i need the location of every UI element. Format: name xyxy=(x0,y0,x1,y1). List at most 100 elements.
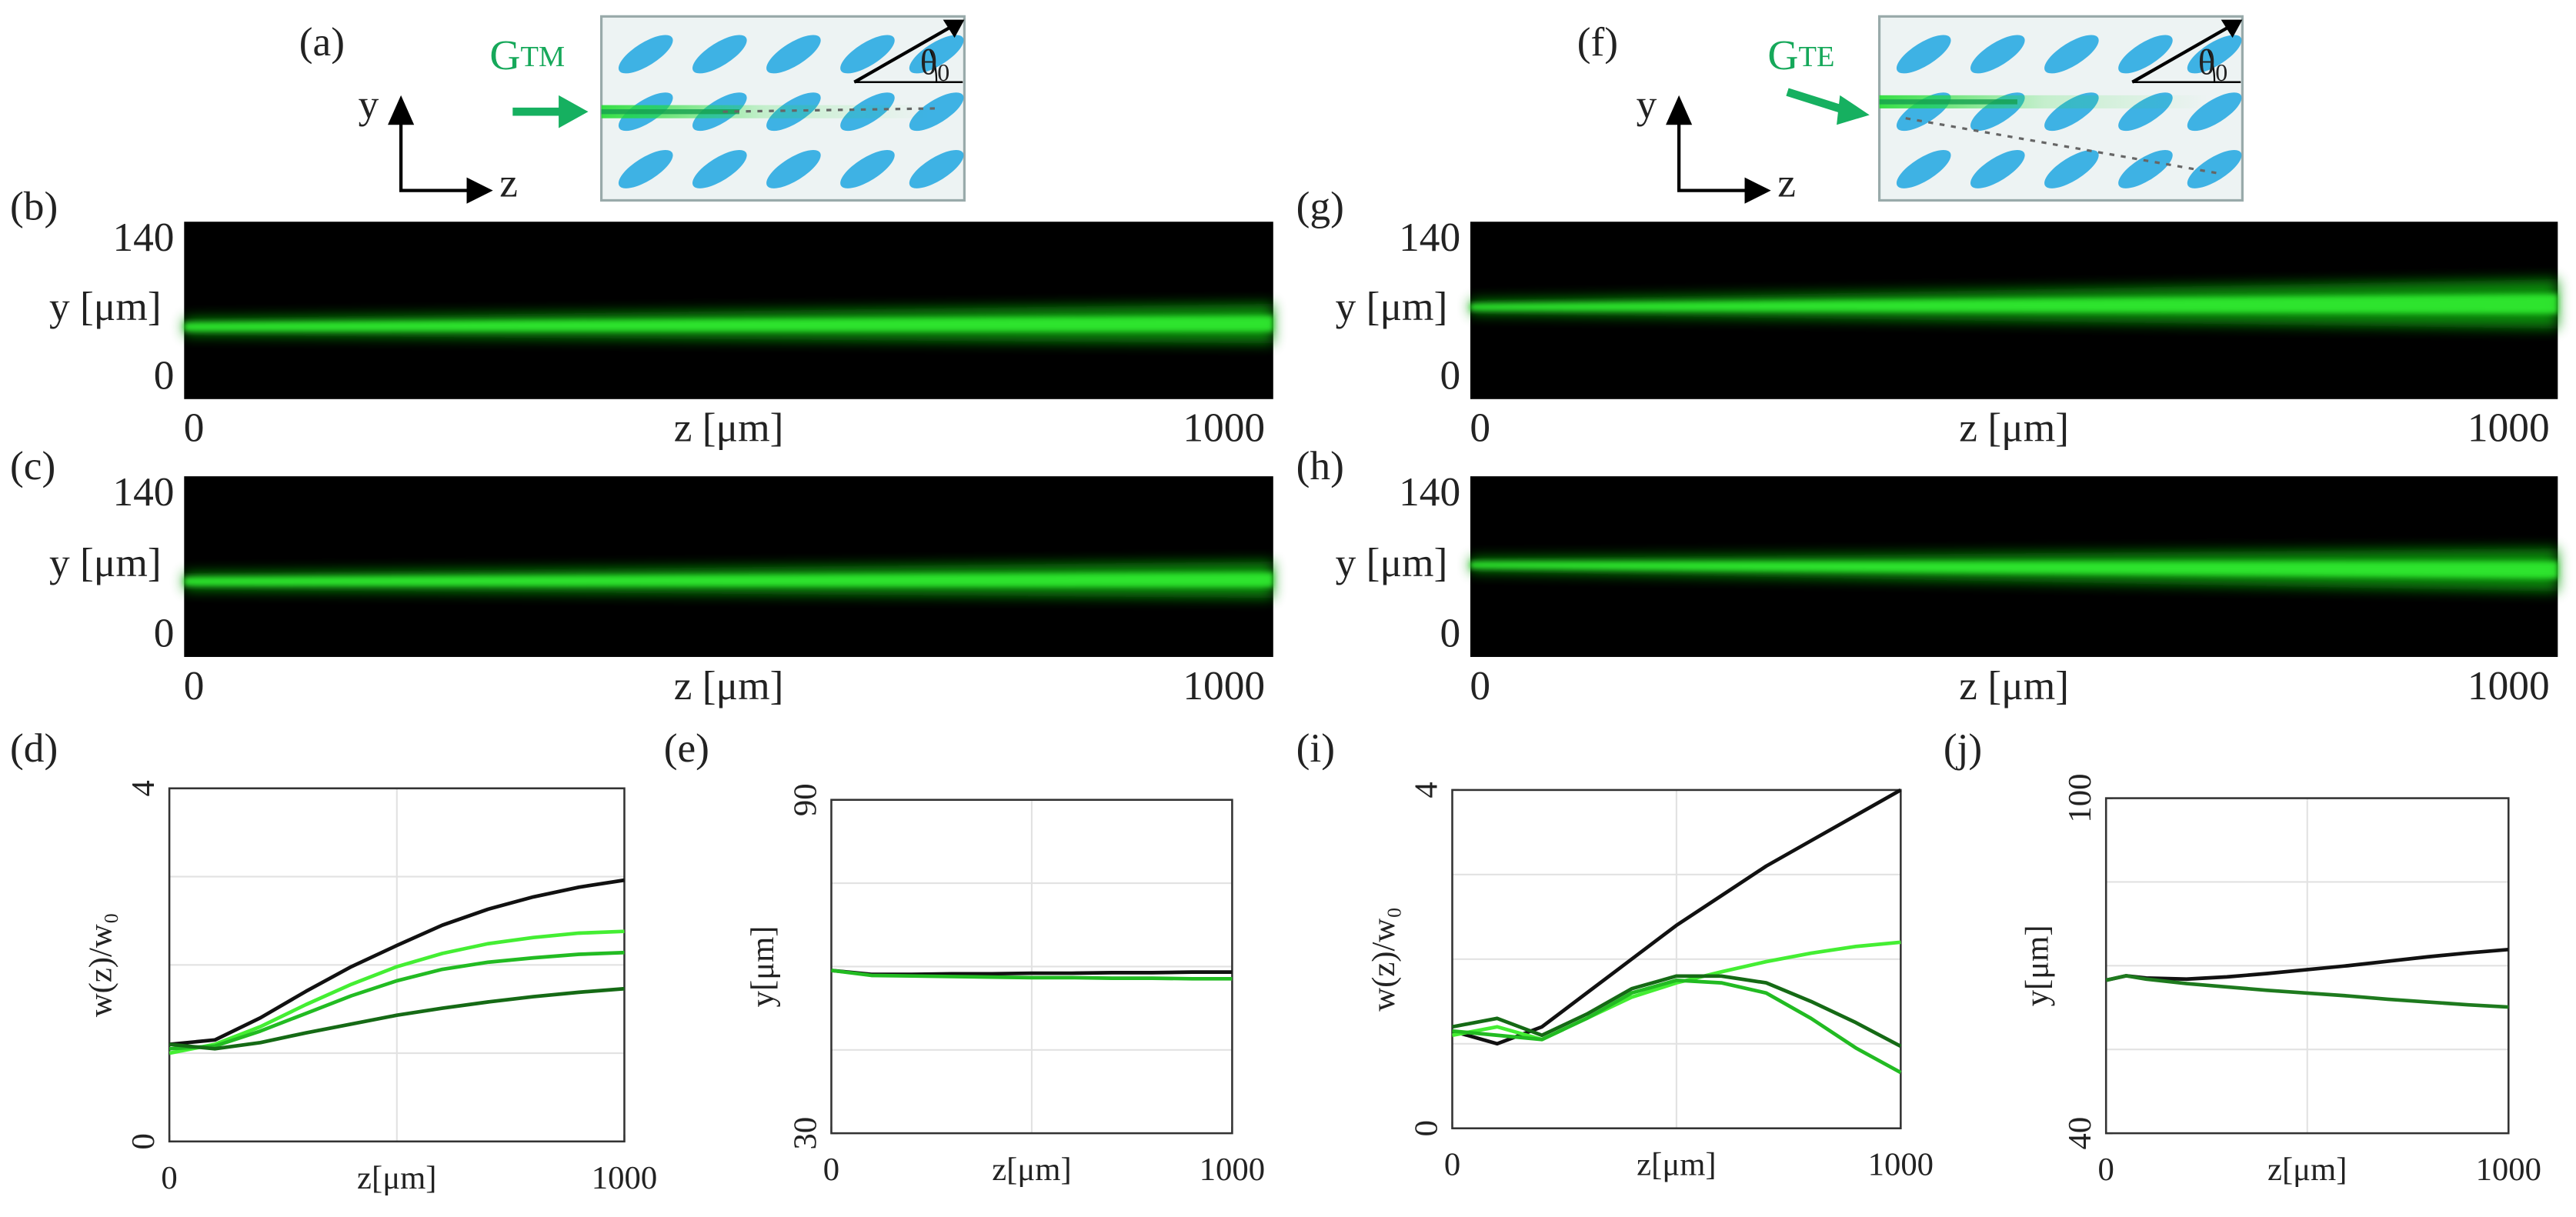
x-tick-label: 0 xyxy=(184,662,205,709)
molecule xyxy=(909,92,964,132)
y-tick-label: 4 xyxy=(125,780,162,796)
molecule xyxy=(2187,92,2242,132)
angle-symbol: θ xyxy=(920,42,938,82)
x-axis-label: z [μm] xyxy=(1959,662,2069,709)
molecule xyxy=(2044,149,2099,188)
x-tick-label: 1000 xyxy=(1183,662,1265,709)
panel-label: (i) xyxy=(1296,725,1335,771)
panel-label: (d) xyxy=(10,725,58,771)
y-axis-label: y [μm] xyxy=(49,539,162,585)
beam-core xyxy=(184,572,1273,588)
panel-label: (c) xyxy=(10,442,55,488)
schematic: (a) y z GTM θ0 xyxy=(299,15,966,206)
x-tick-label: 1000 xyxy=(2476,1152,2541,1188)
series-line xyxy=(1452,978,1902,1075)
beam-symbol: G xyxy=(489,32,520,79)
beam-label: GTE xyxy=(1767,32,1834,79)
axis-z: z xyxy=(1777,160,1796,206)
x-tick-label: 0 xyxy=(184,405,205,451)
series-line xyxy=(1452,974,1902,1049)
y-axis-label: y[μm] xyxy=(745,925,781,1007)
x-tick-label: 0 xyxy=(1470,405,1490,451)
x-tick-label: 0 xyxy=(2098,1152,2114,1188)
x-tick-label: 1000 xyxy=(1868,1147,1934,1183)
panel-label: (h) xyxy=(1296,442,1344,488)
y-tick-label: 0 xyxy=(1440,352,1460,398)
panel-label: (f) xyxy=(1577,18,1618,65)
molecule xyxy=(2118,149,2173,188)
arrow-head xyxy=(559,95,589,128)
y-axis-label: y[μm] xyxy=(2020,925,2056,1006)
beam-trace xyxy=(601,105,930,118)
beam-label: GTM xyxy=(489,32,565,79)
x-axis-label: z[μm] xyxy=(992,1152,1071,1188)
beam-core xyxy=(1470,561,2558,578)
x-axis-label: z[μm] xyxy=(2267,1152,2347,1188)
y-tick-label: 0 xyxy=(154,610,175,656)
x-tick-label: 1000 xyxy=(1183,405,1265,451)
y-tick-label: 140 xyxy=(112,214,174,260)
arrow-head xyxy=(388,95,415,125)
series-line xyxy=(169,950,625,1051)
molecule xyxy=(840,149,895,188)
x-tick-label: 0 xyxy=(1444,1147,1460,1183)
x-tick-label: 0 xyxy=(823,1152,839,1188)
angle-subscript: 0 xyxy=(2215,59,2227,87)
y-tick-label: 100 xyxy=(2062,774,2098,823)
y-tick-label: 4 xyxy=(1408,782,1444,798)
axis-z: z xyxy=(499,160,518,206)
series-line xyxy=(169,986,625,1051)
beam-subscript: TM xyxy=(521,41,566,73)
x-axis-label: z[μm] xyxy=(1637,1147,1716,1183)
angle-label: θ0 xyxy=(2198,42,2228,86)
x-axis-label: z [μm] xyxy=(674,662,784,709)
plot-frame xyxy=(168,787,626,1143)
beam-symbol: G xyxy=(1767,32,1798,79)
molecule xyxy=(1970,35,2025,74)
arrow-head xyxy=(2221,19,2243,38)
beam-core xyxy=(184,315,1273,332)
molecule xyxy=(2187,149,2242,188)
schematic: (f) y z GTE θ0 xyxy=(1577,15,2244,206)
molecule xyxy=(618,35,673,74)
series-line xyxy=(1451,788,1902,1046)
arrow-head xyxy=(1744,177,1771,204)
beam-subscript: TE xyxy=(1799,41,1835,73)
y-tick-label: 0 xyxy=(1440,610,1460,656)
molecule xyxy=(2044,35,2099,74)
angle-symbol: θ xyxy=(2198,42,2215,82)
walkoff-path xyxy=(1905,117,2224,175)
molecule xyxy=(2118,35,2173,74)
x-tick-label: 1000 xyxy=(592,1160,657,1196)
molecule xyxy=(618,149,673,188)
molecule xyxy=(840,35,895,74)
plot-frame xyxy=(1451,789,1902,1129)
molecule xyxy=(1896,149,1951,188)
molecule xyxy=(1970,149,2025,188)
y-tick-label: 90 xyxy=(787,783,823,816)
y-axis-label: y [μm] xyxy=(49,283,162,329)
molecule xyxy=(909,149,964,188)
x-axis-label: z [μm] xyxy=(1959,405,2069,451)
x-tick-label: 1000 xyxy=(1200,1152,1265,1188)
molecule xyxy=(766,35,821,74)
series-line xyxy=(169,929,625,1055)
arrow-head xyxy=(1666,95,1693,125)
walkoff-path xyxy=(722,107,937,113)
molecule xyxy=(1896,35,1951,74)
y-axis-label: w(z)/w₀ xyxy=(82,912,118,1017)
y-tick-label: 140 xyxy=(1399,468,1460,515)
axis-y: y xyxy=(359,81,379,127)
y-tick-label: 140 xyxy=(1399,214,1460,260)
director xyxy=(2131,22,2237,84)
y-tick-label: 140 xyxy=(112,468,174,515)
y-axis-label: w(z)/w₀ xyxy=(1366,907,1402,1012)
molecule xyxy=(766,149,821,188)
plot-frame xyxy=(830,799,1233,1135)
panel-label: (e) xyxy=(664,725,709,771)
angle-subscript: 0 xyxy=(937,59,949,87)
y-axis-label: y [μm] xyxy=(1336,539,1448,585)
y-tick-label: 0 xyxy=(154,352,175,398)
arrow-head xyxy=(1837,95,1870,125)
